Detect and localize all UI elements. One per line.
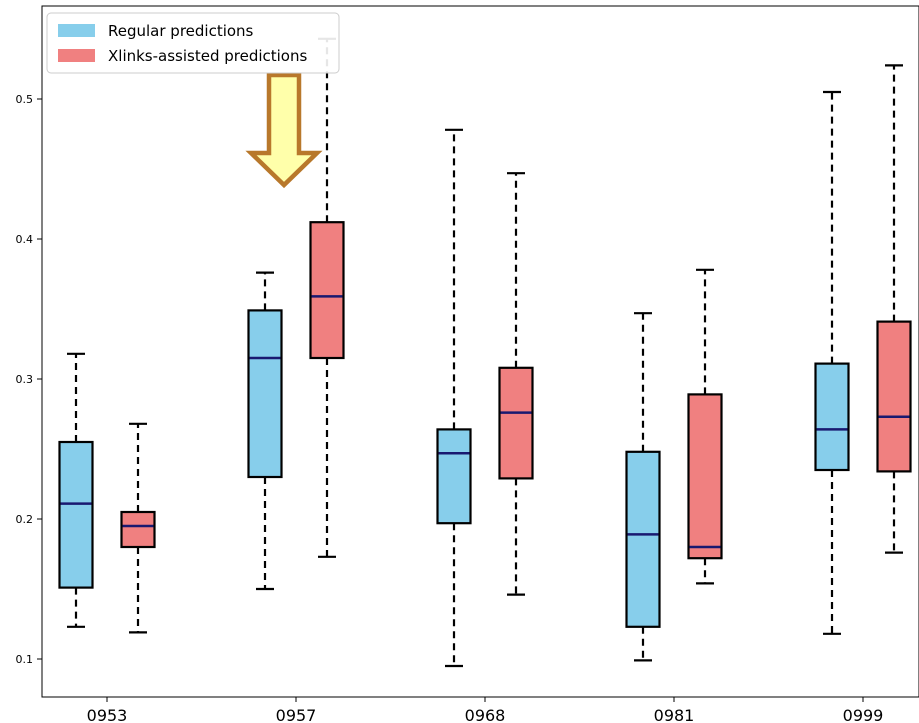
x-tick-label: 0999 [843,706,884,723]
box-xlinks-0968 [498,172,534,596]
y-tick-label: 0.5 [16,93,34,106]
y-tick-label: 0.3 [16,373,34,386]
box-regular-0981 [625,312,661,662]
legend-swatch [58,49,95,62]
iqr-box [687,393,723,560]
box-regular-0953 [58,352,94,628]
legend-swatch [58,24,95,37]
legend: Regular predictions Xlinks-assisted predi… [46,12,340,74]
iqr-box [58,440,94,589]
box-xlinks-0957 [309,37,345,558]
box-xlinks-0953 [120,422,156,634]
down-arrow-icon [245,72,323,189]
x-tick-label: 0953 [87,706,128,723]
box-xlinks-0981 [687,268,723,585]
iqr-box [247,309,283,479]
x-tick-label: 0957 [276,706,317,723]
iqr-box [436,428,472,525]
iqr-box [814,362,850,472]
legend-label: Regular predictions [108,22,254,40]
x-tick-label: 0981 [654,706,695,723]
y-tick-label: 0.1 [16,653,34,666]
iqr-box [120,510,156,549]
box-regular-0968 [436,128,472,668]
box-xlinks-0999 [876,64,912,554]
plot-area [58,37,912,668]
axes: 0.1 0.2 0.3 0.4 0.5 0953 0957 0968 0981 0999 [16,5,919,723]
y-tick-label: 0.2 [16,513,34,526]
y-tick-label: 0.4 [16,233,34,246]
x-tick-label: 0968 [465,706,506,723]
iqr-box [625,450,661,628]
axes-frame [41,5,919,698]
legend-box [46,12,340,74]
iqr-box [498,366,534,480]
highlight-arrow-annotation [245,72,323,189]
box-regular-0999 [814,90,850,635]
legend-label: Xlinks-assisted predictions [108,47,307,65]
iqr-box [309,221,345,360]
box-regular-0957 [247,271,283,591]
iqr-box [876,320,912,473]
